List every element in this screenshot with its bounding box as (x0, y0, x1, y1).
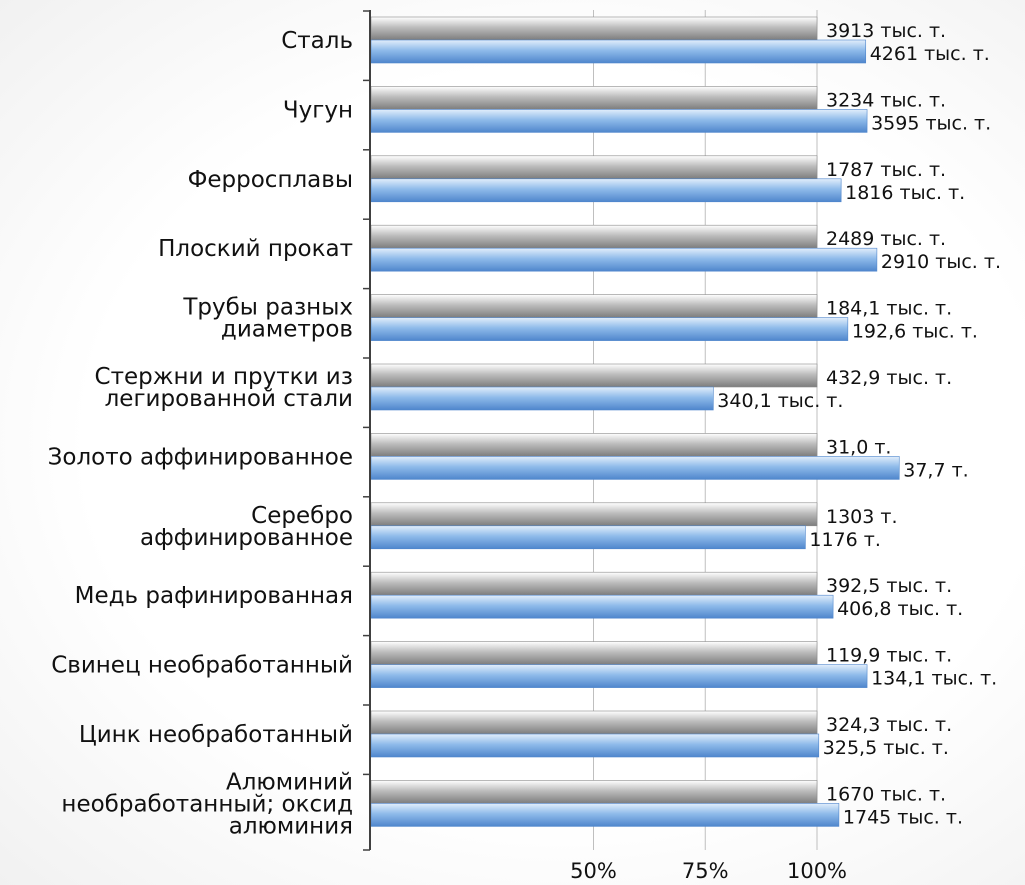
gridlines (593, 10, 818, 850)
bar-series-current (370, 525, 806, 550)
bar-series-previous (370, 363, 818, 388)
data-label: 1745 тыс. т. (843, 806, 963, 828)
bar-series-previous (370, 294, 818, 318)
category-label: Ферросплавы (188, 167, 353, 193)
x-tick-label: 100% (787, 859, 847, 883)
data-label: 1816 тыс. т. (845, 182, 965, 204)
labels: 50% 75% 100% 3913 тыс. т.4261 тыс. т. Сталь 3… (48, 20, 1001, 883)
data-label: 192,6 тыс. т. (852, 321, 978, 343)
data-label: 119,9 тыс. т. (826, 645, 952, 667)
data-label: 2910 тыс. т. (881, 251, 1001, 273)
data-label: 184,1 тыс. т. (826, 298, 952, 320)
bar-series-current (370, 109, 868, 133)
bar-series-current (370, 456, 900, 480)
data-label: 4261 тыс. т. (870, 43, 990, 65)
bar-series-previous (370, 710, 818, 735)
bar-series-previous (370, 16, 818, 41)
category-label: Плоский прокат (158, 236, 353, 262)
data-label: 3913 тыс. т. (826, 20, 946, 42)
axes (363, 10, 371, 851)
data-label: 3595 тыс. т. (871, 112, 991, 134)
category-label: Алюминий необработанный; оксид алюминия (61, 769, 353, 839)
category-label: Свинец необработанный (51, 653, 353, 679)
data-label: 432,9 тыс. т. (826, 367, 952, 389)
data-label: 1670 тыс. т. (826, 783, 946, 805)
category-label: Серебро аффинированное (140, 503, 353, 551)
data-label: 3234 тыс. т. (826, 89, 946, 111)
data-label: 325,5 тыс. т. (823, 737, 949, 759)
bar-series-current (370, 386, 714, 411)
data-label: 1787 тыс. т. (826, 159, 946, 181)
bar-series-current (370, 664, 868, 688)
data-label: 340,1 тыс. т. (717, 390, 843, 412)
bar-series-previous (370, 155, 818, 180)
bars (370, 16, 900, 827)
category-label: Золото аффинированное (48, 444, 353, 470)
data-label: 37,7 т. (903, 459, 968, 481)
bar-series-current (370, 733, 820, 758)
bar-series-current (370, 317, 849, 341)
bar-series-current (370, 178, 842, 203)
data-label: 406,8 тыс. т. (837, 598, 963, 620)
x-tick-label: 50% (570, 859, 617, 883)
category-label: Цинк необработанный (79, 722, 353, 748)
bar-series-previous (370, 224, 818, 249)
bar-series-current (370, 247, 878, 272)
bar-series-previous (370, 571, 818, 596)
data-label: 31,0 т. (826, 436, 891, 458)
bar-series-previous (370, 433, 818, 457)
data-label: 392,5 тыс. т. (826, 575, 952, 597)
x-tick-label: 75% (682, 859, 729, 883)
data-label: 324,3 тыс. т. (826, 714, 952, 736)
category-label: Стержни и прутки из легированной стали (95, 364, 353, 412)
bar-series-current (370, 594, 834, 619)
bar-series-current (370, 39, 867, 64)
category-label: Трубы разных диаметров (182, 295, 353, 343)
data-label: 134,1 тыс. т. (871, 668, 997, 690)
bar-series-previous (370, 641, 818, 665)
data-label: 1303 т. (826, 506, 898, 528)
data-label: 1176 т. (809, 529, 881, 551)
bar-series-previous (370, 86, 818, 110)
bar-series-previous (370, 780, 818, 804)
data-label: 2489 тыс. т. (826, 228, 946, 250)
bar-series-current (370, 803, 840, 827)
category-label: Медь рафинированная (75, 583, 353, 609)
category-label: Сталь (281, 28, 353, 54)
bar-series-previous (370, 502, 818, 527)
category-label: Чугун (283, 97, 353, 123)
